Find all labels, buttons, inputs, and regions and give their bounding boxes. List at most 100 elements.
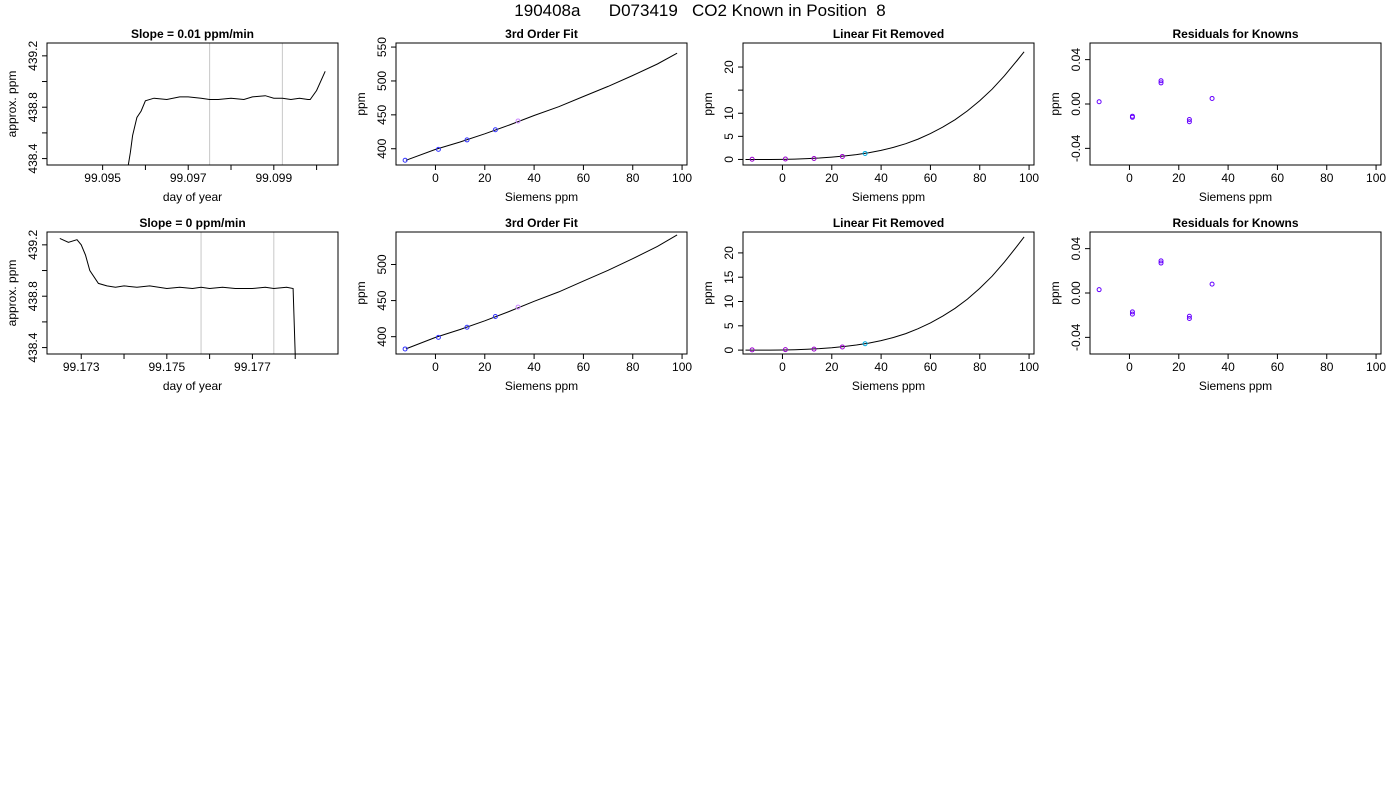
x-axis-label: Siemens ppm bbox=[1199, 379, 1272, 393]
x-tick-label: 0 bbox=[1126, 360, 1133, 374]
x-tick-label: 40 bbox=[1221, 360, 1235, 374]
x-tick-label: 99.177 bbox=[234, 360, 271, 374]
plot-frame bbox=[395, 231, 688, 355]
y-axis-label: ppm bbox=[354, 92, 368, 115]
fit-curve bbox=[745, 51, 1025, 160]
data-point bbox=[515, 304, 521, 310]
x-tick-label: 80 bbox=[973, 171, 987, 185]
y-tick-label: 450 bbox=[375, 105, 389, 125]
data-point bbox=[1186, 119, 1192, 125]
x-axis-label: Siemens ppm bbox=[852, 190, 925, 204]
data-point bbox=[492, 127, 498, 133]
data-point bbox=[492, 313, 498, 319]
x-axis-label: Siemens ppm bbox=[505, 190, 578, 204]
x-tick-label: 100 bbox=[1019, 360, 1039, 374]
chart-title: Slope = 0 ppm/min bbox=[139, 216, 245, 230]
y-tick-label: 450 bbox=[375, 290, 389, 310]
y-tick-label: 10 bbox=[722, 106, 736, 120]
page-title: 190408a D073419 CO2 Known in Position 8 bbox=[514, 1, 886, 20]
plot-area bbox=[127, 71, 326, 165]
y-tick-label: -0.04 bbox=[1069, 134, 1083, 162]
x-tick-label: 60 bbox=[1271, 360, 1285, 374]
y-tick-label: 438.4 bbox=[26, 143, 40, 173]
x-tick-label: 0 bbox=[432, 360, 439, 374]
chart-title: Linear Fit Removed bbox=[833, 216, 944, 230]
y-axis-label: ppm bbox=[1048, 92, 1062, 115]
x-tick-label: 60 bbox=[924, 171, 938, 185]
x-tick-label: 20 bbox=[1172, 360, 1186, 374]
x-tick-label: 100 bbox=[672, 360, 692, 374]
x-tick-label: 60 bbox=[1271, 171, 1285, 185]
x-tick-label: 80 bbox=[1320, 171, 1334, 185]
y-axis-label: ppm bbox=[701, 92, 715, 115]
data-point bbox=[1209, 95, 1215, 101]
data-point bbox=[1129, 114, 1135, 120]
x-tick-label: 40 bbox=[1221, 171, 1235, 185]
y-tick-label: 439.2 bbox=[26, 230, 40, 260]
chart-panel-4: Residuals for Knowns 0 20 40 60 80 100 -0.04 0.0… bbox=[1048, 27, 1386, 204]
plot-frame bbox=[1089, 42, 1382, 166]
data-point bbox=[1096, 99, 1102, 105]
x-tick-label: 20 bbox=[825, 360, 839, 374]
data-point bbox=[1129, 311, 1135, 317]
series-line bbox=[59, 237, 296, 354]
plot-frame bbox=[742, 231, 1035, 355]
chart-title: 3rd Order Fit bbox=[505, 27, 578, 41]
x-axis-label: Siemens ppm bbox=[852, 379, 925, 393]
data-point bbox=[862, 150, 868, 156]
data-point bbox=[839, 153, 845, 159]
y-tick-label: 500 bbox=[375, 71, 389, 91]
x-tick-label: 60 bbox=[577, 360, 591, 374]
data-point bbox=[749, 156, 755, 162]
x-tick-label: 100 bbox=[1366, 360, 1386, 374]
plot-area bbox=[745, 51, 1025, 162]
chart-title: 3rd Order Fit bbox=[505, 216, 578, 230]
plot-area bbox=[402, 234, 678, 352]
plot-area bbox=[402, 52, 678, 163]
data-point bbox=[862, 341, 868, 347]
data-point bbox=[464, 324, 470, 330]
data-point bbox=[811, 346, 817, 352]
x-tick-label: 40 bbox=[874, 360, 888, 374]
y-tick-label: 550 bbox=[375, 37, 389, 57]
fit-curve bbox=[405, 52, 678, 161]
x-tick-label: 100 bbox=[672, 171, 692, 185]
chart-panel-2: 3rd Order Fit 0 20 40 60 80 100 400 450 500 550 Sie… bbox=[354, 27, 692, 204]
x-tick-label: 99.099 bbox=[255, 171, 292, 185]
data-point bbox=[749, 347, 755, 353]
chart-title: Residuals for Knowns bbox=[1172, 216, 1298, 230]
x-tick-label: 80 bbox=[626, 171, 640, 185]
chart-panel-7: Linear Fit Removed 0 20 40 60 80 100 0 5 10 15 20 Si… bbox=[701, 216, 1039, 393]
x-tick-label: 99.175 bbox=[148, 360, 185, 374]
x-tick-label: 20 bbox=[825, 171, 839, 185]
data-point bbox=[402, 346, 408, 352]
plot-area bbox=[1096, 78, 1215, 125]
data-point bbox=[1186, 316, 1192, 322]
plot-frame bbox=[46, 231, 339, 355]
data-point bbox=[1129, 309, 1135, 315]
plot-frame bbox=[46, 42, 339, 166]
y-tick-label: 0.04 bbox=[1069, 237, 1083, 261]
chart-panel-5: Slope = 0 ppm/min 99.173 99.175 99.177 438.4… bbox=[5, 216, 339, 393]
x-tick-label: 0 bbox=[779, 171, 786, 185]
x-tick-label: 100 bbox=[1366, 171, 1386, 185]
y-tick-label: 0.00 bbox=[1069, 92, 1083, 116]
data-point bbox=[782, 347, 788, 353]
x-tick-label: 40 bbox=[874, 171, 888, 185]
x-tick-label: 0 bbox=[432, 171, 439, 185]
data-point bbox=[1186, 117, 1192, 123]
x-tick-label: 80 bbox=[1320, 360, 1334, 374]
data-point bbox=[782, 156, 788, 162]
y-tick-label: 0 bbox=[722, 156, 736, 163]
y-tick-label: 5 bbox=[722, 322, 736, 329]
chart-panel-1: Slope = 0.01 ppm/min 99.095 99.097 99.099 43… bbox=[5, 27, 339, 204]
x-tick-label: 0 bbox=[1126, 171, 1133, 185]
data-point bbox=[435, 334, 441, 340]
plot-area bbox=[745, 236, 1025, 353]
y-tick-label: 15 bbox=[722, 270, 736, 284]
y-axis-label: ppm bbox=[354, 281, 368, 304]
x-tick-label: 20 bbox=[1172, 171, 1186, 185]
x-tick-label: 60 bbox=[577, 171, 591, 185]
y-axis-label: ppm bbox=[1048, 281, 1062, 304]
